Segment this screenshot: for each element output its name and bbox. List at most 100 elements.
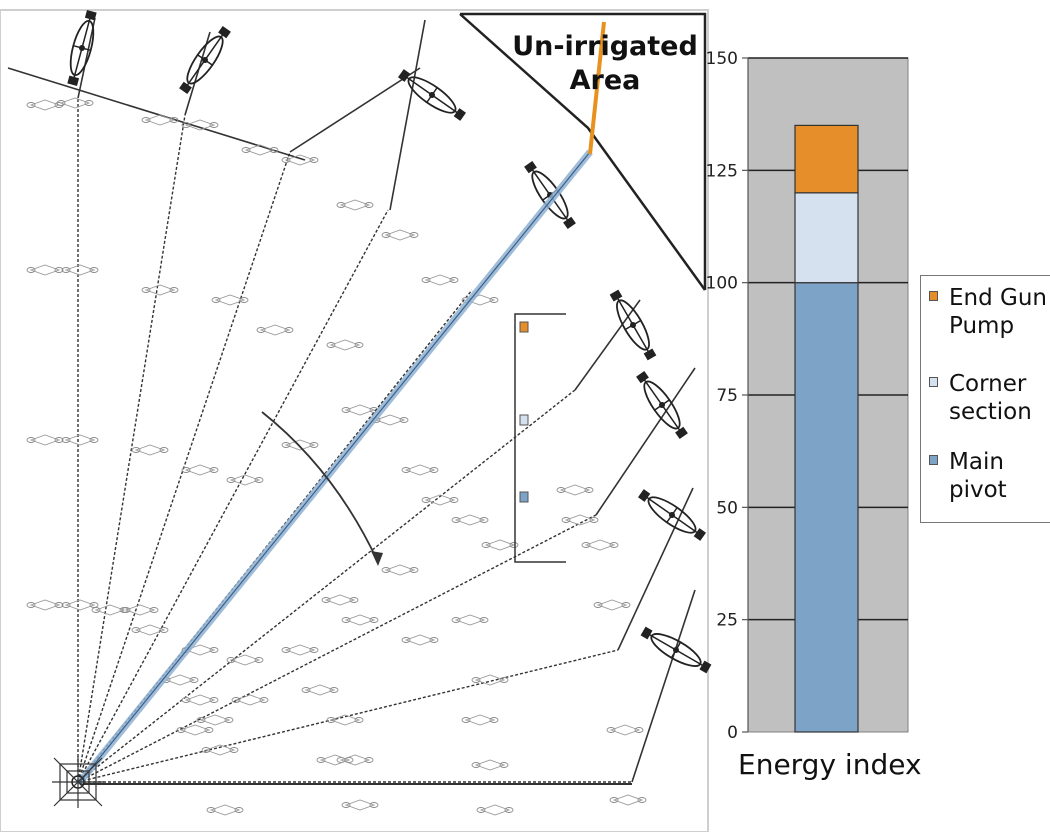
sprinkler-spray: [241, 144, 279, 156]
sprinkler-spray: [26, 264, 64, 276]
sprinkler-spray: [61, 599, 99, 611]
sprinkler-cart-icon: [640, 626, 712, 674]
sprinkler-spray: [321, 594, 359, 606]
sprinkler-spray: [211, 294, 249, 306]
field-frame: [0, 9, 709, 832]
sprinkler-spray: [336, 199, 374, 211]
rotation-arrow: [261, 411, 379, 563]
legend-label: End Gun Pump: [949, 285, 1047, 339]
y-tick-label: 150: [706, 49, 738, 69]
sprinkler-spray: [341, 799, 379, 811]
sprinkler-spray: [231, 694, 269, 706]
outer-span-line: [7, 67, 306, 161]
sprinkler-spray: [26, 599, 64, 611]
sprinkler-spray: [481, 539, 519, 551]
sprinkler-spray: [401, 634, 439, 646]
sprinkler-cart-icon: [179, 26, 231, 94]
sprinkler-spray: [201, 744, 239, 756]
pivot-span: [77, 114, 186, 783]
sprinkler-spray: [61, 434, 99, 446]
sprinkler-spray: [26, 434, 64, 446]
sprinkler-spray: [451, 614, 489, 626]
inner-legend-swatch-orange: [519, 321, 529, 333]
sprinkler-spray: [181, 119, 219, 131]
sprinkler-spray: [471, 759, 509, 771]
sprinkler-cart-icon: [636, 371, 688, 439]
sprinkler-spray: [561, 514, 599, 526]
sprinkler-spray: [341, 614, 379, 626]
field-boundary: [460, 12, 707, 290]
end-gun-segment: [588, 21, 606, 155]
pivot-span: [77, 389, 576, 783]
sprinkler-spray: [556, 484, 594, 496]
pivot-span: [77, 209, 389, 783]
sprinkler-cart-icon: [638, 489, 706, 541]
sprinkler-spray: [141, 114, 179, 126]
active-span-core: [79, 151, 591, 783]
sprinkler-spray: [316, 754, 354, 766]
end-span-arm: [617, 487, 694, 651]
sprinkler-spray: [609, 794, 647, 806]
y-tick-label: 50: [716, 498, 738, 518]
sprinkler-spray: [131, 624, 169, 636]
sprinkler-spray: [281, 154, 319, 166]
legend-swatch: [929, 455, 938, 465]
legend: End Gun Pump Corner section Main pivot: [920, 275, 1050, 523]
sprinkler-spray: [181, 694, 219, 706]
sprinkler-spray: [61, 264, 99, 276]
bar-end-gun-pump: [794, 124, 859, 194]
sprinkler-spray: [176, 724, 214, 736]
sprinkler-spray: [226, 654, 264, 666]
sprinkler-spray: [206, 804, 244, 816]
sprinkler-spray: [421, 274, 459, 286]
sprinkler-spray: [381, 229, 419, 241]
sprinkler-spray: [131, 444, 169, 456]
pivot-span: [77, 151, 291, 783]
end-span-arm: [574, 299, 641, 391]
end-span-arm: [631, 589, 696, 783]
sprinkler-spray: [606, 724, 644, 736]
legend-swatch: [929, 377, 938, 387]
end-span-arm: [595, 367, 696, 516]
end-span-arm: [77, 17, 96, 99]
corner-boundary-line: [459, 13, 707, 291]
sprinkler-spray: [471, 674, 509, 686]
y-tick-label: 125: [706, 161, 738, 181]
y-tick-label: 100: [706, 274, 738, 294]
sprinkler-spray: [281, 644, 319, 656]
sprinkler-spray: [593, 599, 631, 611]
legend-swatch: [929, 291, 938, 301]
end-span-arm: [289, 67, 421, 153]
sprinkler-spray: [401, 464, 439, 476]
inner-legend-swatch-light: [519, 414, 529, 426]
pivot-center-icon: [52, 756, 104, 808]
unirrigated-area-label: Un-irrigated Area: [512, 31, 698, 96]
pivot-span: [77, 514, 597, 783]
sprinkler-spray: [381, 564, 419, 576]
legend-label: Main pivot: [949, 449, 1007, 503]
y-tick-label: 25: [716, 611, 738, 631]
sprinkler-spray: [56, 97, 94, 109]
sprinkler-spray: [301, 684, 339, 696]
bar-corner-section: [794, 192, 859, 284]
sprinkler-spray: [121, 604, 159, 616]
y-tick-label: 0: [727, 723, 738, 743]
sprinkler-spray: [141, 284, 179, 296]
sprinkler-spray: [476, 804, 514, 816]
sprinkler-spray: [226, 474, 264, 486]
x-axis-label: Energy index: [738, 748, 922, 781]
pivot-field-diagram: [0, 9, 712, 832]
rotation-arrow-head: [371, 551, 383, 566]
stacked-bar: [794, 124, 859, 733]
sprinkler-spray: [196, 714, 234, 726]
sprinkler-cart-icon: [398, 69, 466, 121]
sprinkler-spray: [581, 539, 619, 551]
sprinkler-spray: [256, 324, 294, 336]
sprinkler-spray: [181, 464, 219, 476]
sprinkler-spray: [461, 714, 499, 726]
bar-main-pivot: [794, 282, 859, 733]
sprinkler-spray: [421, 494, 459, 506]
sprinkler-spray: [326, 339, 364, 351]
inner-legend-swatch-blue: [519, 491, 529, 503]
